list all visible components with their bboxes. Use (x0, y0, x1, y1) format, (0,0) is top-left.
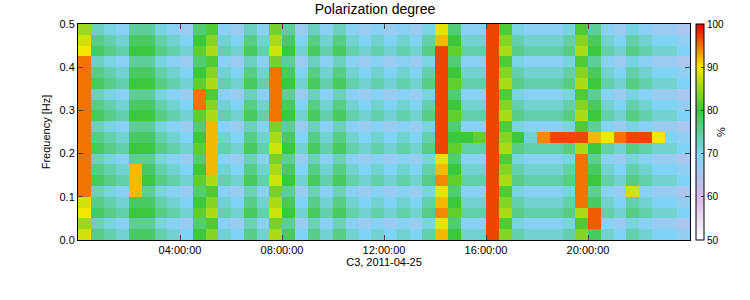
svg-text:90: 90 (707, 62, 719, 73)
svg-text:C3, 2011-04-25: C3, 2011-04-25 (346, 256, 422, 268)
svg-text:0.2: 0.2 (60, 147, 75, 159)
svg-text:80: 80 (707, 105, 719, 116)
svg-text:0.4: 0.4 (60, 61, 75, 73)
svg-text:100: 100 (707, 19, 724, 30)
svg-text:0.5: 0.5 (60, 18, 75, 30)
svg-text:Polarization degree: Polarization degree (315, 1, 436, 17)
svg-text:Frequency [Hz]: Frequency [Hz] (40, 95, 52, 170)
svg-text:60: 60 (707, 191, 719, 202)
svg-text:50: 50 (707, 235, 719, 246)
svg-text:16:00:00: 16:00:00 (465, 244, 508, 256)
svg-text:0.0: 0.0 (60, 234, 75, 246)
svg-text:70: 70 (707, 148, 719, 159)
svg-text:%: % (715, 127, 727, 137)
svg-text:0.1: 0.1 (60, 191, 75, 203)
svg-text:04:00:00: 04:00:00 (159, 244, 202, 256)
svg-text:0.3: 0.3 (60, 104, 75, 116)
svg-text:20:00:00: 20:00:00 (567, 244, 610, 256)
svg-text:12:00:00: 12:00:00 (363, 244, 406, 256)
svg-text:08:00:00: 08:00:00 (261, 244, 304, 256)
